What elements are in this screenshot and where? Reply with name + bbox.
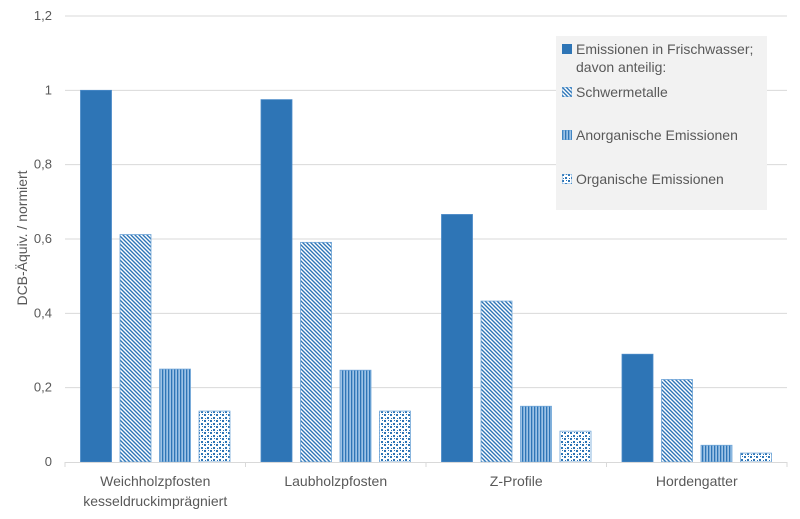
bar-solid [441,214,473,463]
x-axis [64,462,788,467]
legend-label: Schwermetalle [576,84,668,100]
bar-dotted [198,410,231,463]
legend-item-frischwasser: Emissionen in Frischwasser; davon anteil… [562,40,753,76]
bar-diagonal [480,300,513,463]
bar-vertical [339,369,372,463]
y-tick-label: 0,2 [34,380,52,395]
legend-swatch-dotted [562,174,572,184]
bar-dotted [559,430,592,463]
x-category-label: Laubholzpfosten [284,473,387,489]
x-category-label: Weichholzpfosten [100,473,210,489]
legend-swatch-solid [562,44,572,54]
y-tick-label: 0 [45,454,52,469]
legend-item-anorganisch: Anorganische Emissionen [562,126,738,144]
bar-vertical [700,444,733,463]
bar-diagonal [300,241,332,463]
x-category-label: Hordengatter [656,473,738,489]
bar-vertical [520,405,552,463]
bar-vertical [159,368,191,463]
bar-dotted [740,452,772,463]
bar-solid [260,99,293,463]
y-tick-label: 0,8 [34,157,52,172]
x-category-label: Z-Profile [490,473,543,489]
legend: Emissionen in Frischwasser; davon anteil… [556,36,767,210]
y-axis-title: DCB-Äquiv. / normiert [14,170,30,305]
x-category-label: kesseldruckimprägniert [83,493,227,509]
bar-dotted [379,410,411,463]
legend-label: Anorganische Emissionen [576,127,738,143]
legend-label: Organische Emissionen [576,171,724,187]
y-tick-label: 0,6 [34,231,52,246]
legend-label: Emissionen in Frischwasser; davon anteil… [576,41,754,75]
bar-diagonal [661,379,693,463]
y-tick-label: 1 [45,82,52,97]
y-tick-label: 1,2 [34,8,52,23]
bar-solid [80,89,112,463]
bar-solid [621,353,654,463]
bars [80,89,772,463]
y-axis-ticks: 0 0,2 0,4 0,6 0,8 1 1,2 [34,8,52,469]
x-axis-labels: Weichholzpfosten kesseldruckimprägniert La… [83,473,738,509]
legend-item-organisch: Organische Emissionen [562,170,724,188]
legend-item-schwermetalle: Schwermetalle [562,83,668,101]
y-tick-label: 0,4 [34,305,52,320]
legend-swatch-vertical [562,130,572,140]
bar-diagonal [119,234,152,463]
legend-swatch-diagonal [562,87,572,97]
